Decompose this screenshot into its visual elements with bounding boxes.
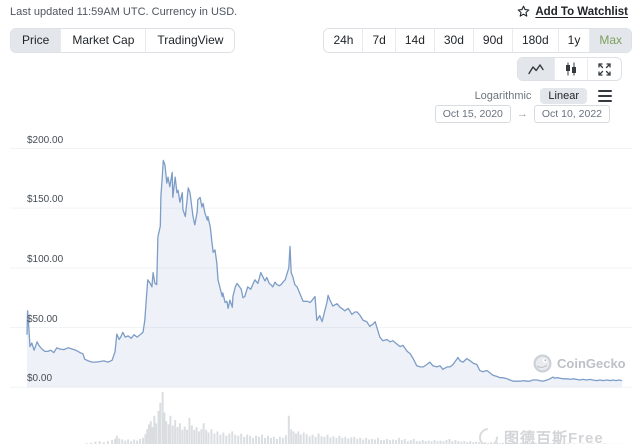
coingecko-watermark: CoinGecko [533, 354, 626, 373]
scale-option-linear[interactable]: Linear [540, 88, 587, 104]
y-axis-tick-label: $200.00 [27, 134, 64, 146]
candlestick-icon [566, 62, 576, 76]
view-tabs: Price Market Cap TradingView [10, 28, 236, 53]
scale-option-logarithmic[interactable]: Logarithmic [474, 90, 532, 102]
range-tabs: 24h 7d 14d 30d 90d 180d 1y Max [323, 28, 632, 53]
range-7d[interactable]: 7d [362, 29, 395, 52]
site-watermark: 图德百斯Free [475, 424, 604, 444]
chart-type-toolbar [517, 57, 622, 81]
last-updated-text: Last updated 11:59AM UTC. Currency in US… [10, 5, 238, 18]
expand-icon [598, 62, 611, 76]
coingecko-logo-icon [533, 354, 552, 373]
fullscreen-button[interactable] [587, 58, 621, 80]
star-icon [518, 5, 530, 17]
date-from-input[interactable]: Oct 15, 2020 [434, 105, 511, 123]
line-chart-button[interactable] [518, 58, 554, 80]
tab-market-cap[interactable]: Market Cap [60, 29, 146, 52]
date-to-input[interactable]: Oct 10, 2022 [533, 105, 610, 123]
add-to-watchlist-label: Add To Watchlist [535, 5, 628, 18]
add-to-watchlist-link[interactable]: Add To Watchlist [517, 5, 628, 18]
y-axis-tick-label: $100.00 [27, 253, 64, 265]
chart-menu-icon[interactable] [596, 88, 614, 104]
range-1y[interactable]: 1y [557, 29, 590, 52]
site-watermark-label: 图德百斯Free [504, 430, 604, 444]
coingecko-watermark-label: CoinGecko [557, 356, 626, 371]
range-max[interactable]: Max [589, 29, 631, 52]
range-30d[interactable]: 30d [433, 29, 473, 52]
y-axis-tick-label: $0.00 [27, 373, 53, 385]
date-range-arrow-icon: → [516, 108, 528, 120]
range-24h[interactable]: 24h [324, 29, 363, 52]
tab-tradingview[interactable]: TradingView [145, 29, 235, 52]
y-axis-tick-label: $50.00 [27, 313, 58, 325]
line-chart-icon [528, 64, 544, 75]
y-axis-tick-label: $150.00 [27, 194, 64, 206]
candlestick-chart-button[interactable] [554, 58, 587, 80]
swirl-logo-icon [475, 424, 502, 444]
range-14d[interactable]: 14d [394, 29, 434, 52]
range-90d[interactable]: 90d [472, 29, 512, 52]
tab-price[interactable]: Price [11, 29, 61, 52]
range-180d[interactable]: 180d [511, 29, 558, 52]
